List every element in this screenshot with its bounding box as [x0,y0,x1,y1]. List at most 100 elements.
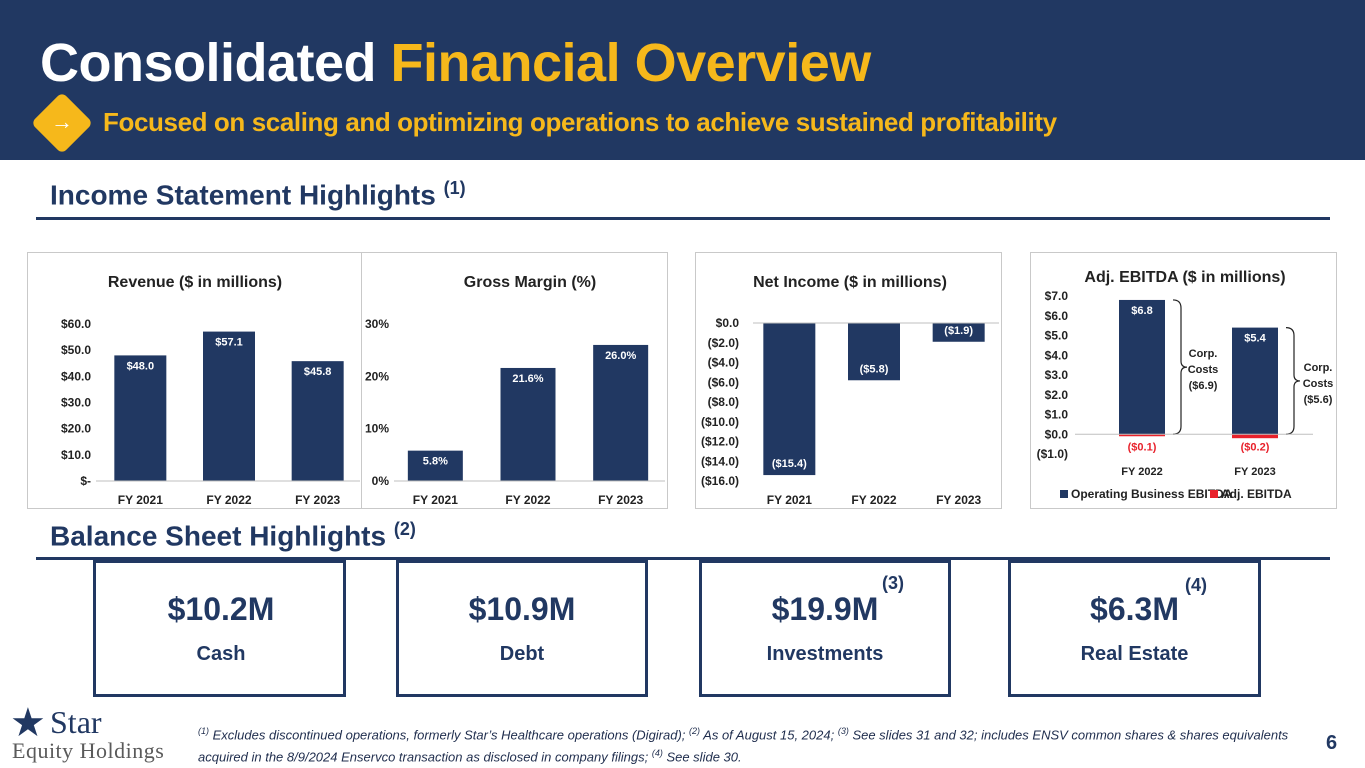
gross-margin-chart-svg: Gross Margin (%) 0% 10% 20% 30% 5.8% FY 2021 21… [365,274,665,507]
data-label-fy-2021: $48.0 [127,360,155,372]
x-tick-label-fy-2022: FY 2022 [1121,466,1162,478]
bar-operating-fy-2022 [1119,299,1165,435]
revenue-chart: Revenue ($ in millions) $- $10.0 $20.0 $30.0… [27,252,362,509]
y-tick-label: ($4.0) [708,356,739,370]
bar-adj-fy-2022 [1119,434,1165,437]
brace-fy-2022 [1172,299,1188,435]
x-tick-label-fy-2023: FY 2023 [295,493,340,507]
data-label-fy-2022: 21.6% [512,373,543,385]
data-label-fy-2023: 26.0% [605,350,636,362]
legend-swatch-adj-ebitda [1210,490,1218,498]
logo-name: Star [50,704,102,740]
income-section-divider [36,217,1330,220]
y-tick-label: $30.0 [61,396,91,410]
kpi-value-real-estate: $6.3M [1090,591,1179,627]
kpi-card-cash: $10.2M Cash [93,560,346,697]
annotation-fy-2022: Corp. [1189,348,1218,360]
y-tick-label: 10% [365,422,389,436]
y-tick-label: $40.0 [61,369,91,383]
bar-fy-2023 [932,323,985,342]
footnote-marker-2: (2) [689,726,701,736]
annotation-fy-2023: ($5.6) [1304,394,1333,406]
bar-fy-2021 [407,450,463,481]
x-tick-label-fy-2023: FY 2023 [1234,466,1275,478]
arrow-right-icon: → [51,109,73,134]
y-tick-label: $3.0 [1045,368,1069,382]
brace-fy-2023 [1285,327,1301,435]
bar-adj-fy-2023 [1232,434,1278,439]
x-tick-label-fy-2022: FY 2022 [206,493,251,507]
y-tick-label: $0.0 [1045,427,1069,441]
kpi-value-investments: $19.9M [771,591,879,627]
title-main: Consolidated [40,33,377,93]
bar-fy-2023 [593,344,649,481]
adj-ebitda-chart-svg: Adj. EBITDA ($ in millions) $7.0 $6.0 $5.0 $… [1037,269,1334,501]
y-tick-label: 20% [365,369,389,383]
logo-subtitle: Equity Holdings [12,738,165,763]
chart-title: Revenue ($ in millions) [108,274,282,291]
kpi-card-debt: $10.9M Debt [396,560,648,697]
legend-swatch-operating-business-ebitda [1060,490,1068,498]
footnote: (1) Excludes discontinued operations, fo… [198,722,1308,767]
x-tick-label-fy-2023: FY 2023 [936,493,981,507]
x-tick-label-fy-2021: FY 2021 [118,493,163,507]
adj-ebitda-chart: Adj. EBITDA ($ in millions) $7.0 $6.0 $5.0 $… [1030,252,1337,509]
legend-label-operating-business-ebitda: Operating Business EBITDA [1071,487,1233,501]
y-tick-label: $60.0 [61,317,91,331]
footnote-marker-3: (3) [837,726,849,736]
footnote-text-2: As of August 15, 2024; [700,727,838,743]
footnote-text-1: Excludes discontinued operations, former… [209,727,690,743]
data-label-fy-2022: ($5.8) [860,363,889,375]
chart-title: Net Income ($ in millions) [753,274,947,291]
y-tick-label: $7.0 [1045,289,1069,303]
y-tick-label: ($1.0) [1037,447,1068,461]
income-section-title: Income Statement Highlights (1) [50,178,466,211]
kpi-value-debt: $10.9M [468,591,576,627]
y-tick-label: ($10.0) [701,415,739,429]
y-tick-label: $10.0 [61,448,91,462]
kpi-card-investments: $19.9M Investments (3) [699,560,951,697]
chart-title: Adj. EBITDA ($ in millions) [1084,269,1285,286]
chart-title: Gross Margin (%) [464,274,596,291]
annotation-fy-2022: ($6.9) [1189,380,1218,392]
kpi-label-debt: Debt [499,643,545,665]
bar-fy-2023 [291,361,344,481]
y-tick-label: ($12.0) [701,435,739,449]
page-title: Consolidated Financial Overview [40,32,871,94]
star-logo-icon: ★ [10,701,46,745]
income-section-note: (1) [443,178,466,198]
data-label-operating-fy-2023: $5.4 [1244,333,1266,345]
balance-section-title-text: Balance Sheet Highlights [50,520,387,552]
data-label-operating-fy-2022: $6.8 [1131,305,1152,317]
kpi-note-real-estate: (4) [1185,575,1207,595]
annotation-fy-2023: Corp. [1304,362,1333,374]
y-tick-label: $0.0 [716,316,740,330]
y-tick-label: 0% [372,474,390,488]
income-section-title-text: Income Statement Highlights [50,179,436,211]
y-tick-label: ($16.0) [701,474,739,488]
kpi-value-cash: $10.2M [167,591,275,627]
data-label-adj-fy-2022: ($0.1) [1128,441,1157,453]
bar-fy-2022 [203,331,255,481]
y-tick-label: $50.0 [61,343,91,357]
y-tick-label: $4.0 [1045,348,1069,362]
annotation-fy-2022: Costs [1188,364,1219,376]
annotation-fy-2023: Costs [1303,378,1334,390]
balance-section-note: (2) [393,519,416,539]
bar-fy-2021 [763,323,816,476]
kpi-label-real-estate: Real Estate [1080,643,1189,665]
x-tick-label-fy-2022: FY 2022 [851,493,896,507]
kpi-note-investments: (3) [882,573,904,593]
gross-margin-chart: Gross Margin (%) 0% 10% 20% 30% 5.8% FY 2021 21… [361,252,668,509]
bar-fy-2022 [848,323,900,381]
data-label-fy-2021: ($15.4) [772,458,807,470]
balance-section-title: Balance Sheet Highlights (2) [50,519,416,552]
page-subtitle: Focused on scaling and optimizing operat… [103,107,1057,137]
y-tick-label: ($8.0) [708,395,739,409]
x-tick-label-fy-2023: FY 2023 [598,493,643,507]
kpi-label-investments: Investments [766,643,884,665]
x-tick-label-fy-2021: FY 2021 [413,493,458,507]
net-income-chart-svg: Net Income ($ in millions) $0.0 ($2.0) ($4.… [701,274,999,507]
bar-fy-2021 [114,355,167,481]
legend-label-adj-ebitda: Adj. EBITDA [1221,487,1292,501]
